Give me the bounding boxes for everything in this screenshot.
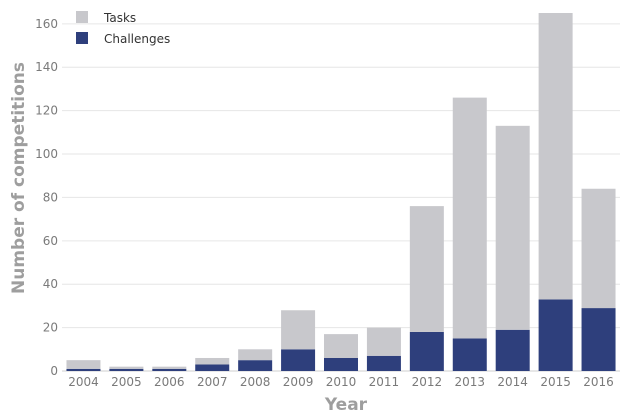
bar-challenges-2016 [581,308,616,371]
bar-challenges-2015 [538,299,573,371]
x-tick-label: 2006 [154,375,185,389]
x-tick-label: 2008 [240,375,271,389]
bar-challenges-2006 [152,368,187,371]
x-axis-title: Year [324,395,368,415]
bars [66,13,616,371]
y-tick-label: 80 [43,190,58,204]
x-tick-label: 2004 [68,375,99,389]
y-tick-label: 40 [43,277,58,291]
bar-tasks-2011 [366,327,401,356]
bar-tasks-2016 [581,188,616,309]
y-tick-label: 60 [43,234,58,248]
bar-tasks-2012 [409,206,444,332]
bar-tasks-2014 [495,125,530,330]
bar-challenges-2009 [281,349,316,371]
bar-challenges-2014 [495,329,530,371]
y-tick-label: 100 [35,147,58,161]
x-axis-ticks: 2004 2005 2006 2007 2008 2009 2010 2011 2012 2013… [68,375,614,389]
legend-label-tasks: Tasks [103,11,136,25]
x-tick-label: 2010 [326,375,357,389]
bar-tasks-2009 [281,310,316,350]
x-tick-label: 2013 [454,375,485,389]
y-tick-label: 120 [35,104,58,118]
bar-tasks-2004 [66,360,101,369]
x-tick-label: 2016 [583,375,614,389]
bar-challenges-2011 [366,355,401,371]
x-tick-label: 2015 [540,375,571,389]
x-tick-label: 2014 [497,375,528,389]
y-tick-label: 140 [35,60,58,74]
bar-tasks-2010 [324,334,358,358]
y-axis-title: Number of competitions [9,62,29,294]
bar-tasks-2008 [238,349,273,361]
x-tick-label: 2005 [111,375,142,389]
legend: Tasks Challenges [76,11,170,46]
bar-challenges-2007 [195,364,230,371]
y-tick-label: 0 [50,364,58,378]
bar-tasks-2015 [538,13,573,300]
bar-tasks-2005 [109,366,144,369]
y-tick-label: 20 [43,321,58,335]
bar-tasks-2006 [152,366,187,369]
x-tick-label: 2012 [412,375,443,389]
legend-swatch-challenges [76,32,88,44]
bar-tasks-2007 [195,357,230,365]
x-tick-label: 2009 [283,375,314,389]
y-axis-ticks: 0 20 40 60 80 100 120 140 160 [35,17,58,378]
x-tick-label: 2011 [369,375,400,389]
grid-lines [62,23,620,372]
legend-swatch-tasks [76,11,88,23]
bar-challenges-2010 [324,357,358,371]
bar-tasks-2013 [452,97,487,339]
y-tick-label: 160 [35,17,58,31]
bar-challenges-2012 [409,331,444,371]
bar-challenges-2004 [66,368,101,371]
x-tick-label: 2007 [197,375,228,389]
bar-challenges-2013 [452,338,487,371]
bar-challenges-2005 [109,368,144,371]
bar-challenges-2008 [238,360,273,371]
legend-label-challenges: Challenges [104,32,170,46]
